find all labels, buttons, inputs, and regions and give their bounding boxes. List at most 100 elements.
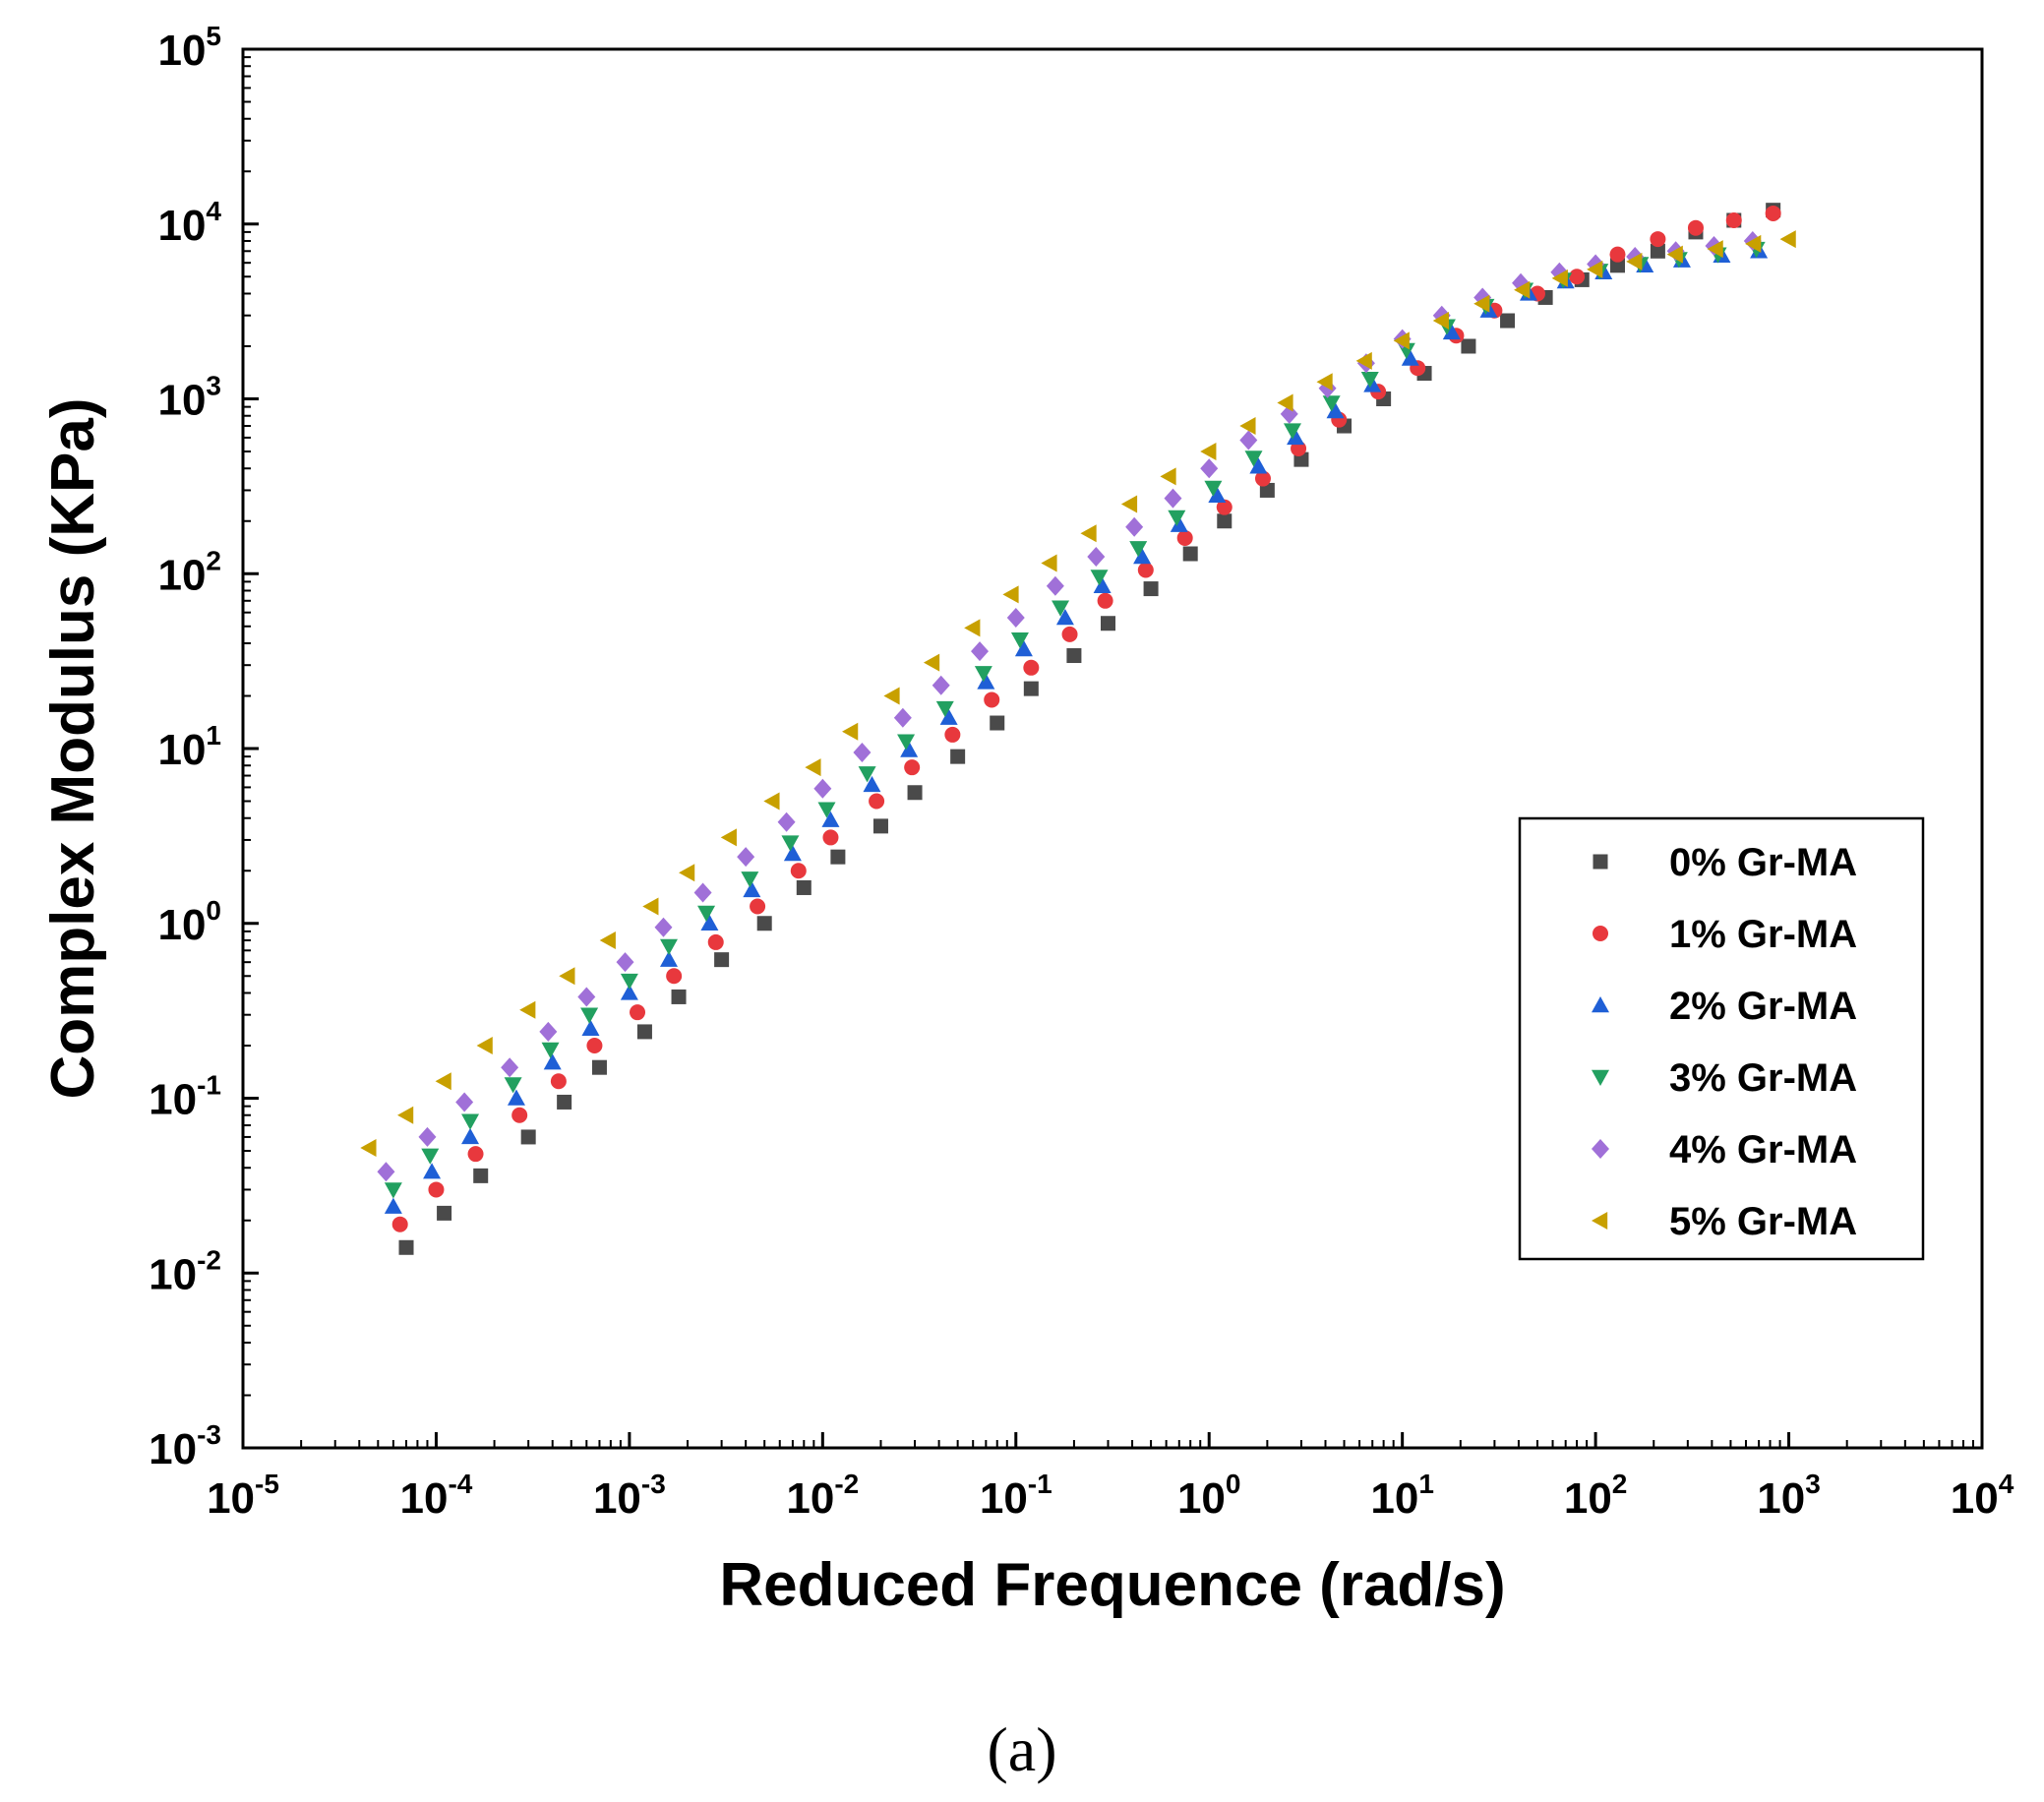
- data-point: [428, 1181, 445, 1198]
- data-point: [559, 967, 575, 986]
- data-point: [974, 666, 992, 683]
- data-point: [455, 1092, 474, 1112]
- data-point: [737, 847, 755, 868]
- y-tick-label: 102: [157, 545, 221, 599]
- data-point: [599, 931, 616, 949]
- data-point: [1066, 648, 1082, 664]
- data-point: [939, 708, 958, 725]
- data-point: [1080, 524, 1097, 543]
- data-point: [620, 973, 638, 991]
- data-point: [1687, 219, 1704, 236]
- data-point: [666, 968, 683, 985]
- data-point: [883, 687, 900, 705]
- data-point: [990, 715, 1005, 731]
- data-point: [1283, 423, 1301, 440]
- data-point: [659, 950, 678, 967]
- data-point: [1707, 240, 1723, 259]
- data-point: [1125, 516, 1144, 537]
- data-point: [763, 792, 780, 811]
- data-point: [1101, 616, 1116, 631]
- data-point: [858, 766, 876, 783]
- data-point: [869, 793, 885, 810]
- data-point: [935, 700, 954, 718]
- data-point: [1055, 609, 1074, 626]
- data-point: [679, 864, 695, 882]
- data-point: [636, 1024, 652, 1040]
- data-point: [1765, 205, 1781, 221]
- data-point: [1093, 576, 1112, 593]
- legend-label: 3% Gr-MA: [1669, 1056, 1857, 1100]
- x-axis: 10-5 10-4 10-3 10-2 10-1 100 101 102 103 104: [207, 1432, 2014, 1523]
- data-point: [1779, 230, 1796, 249]
- legend-box: [1518, 816, 1925, 1261]
- data-point: [520, 1129, 536, 1145]
- data-point: [437, 1205, 452, 1221]
- data-point: [1120, 495, 1138, 513]
- data-point: [1514, 280, 1531, 299]
- data-point: [543, 1053, 562, 1070]
- x-tick-label: 10-2: [786, 1469, 859, 1523]
- data-point: [398, 1239, 414, 1255]
- data-point: [1277, 393, 1293, 412]
- data-point: [1046, 575, 1064, 596]
- x-tick-label: 10-3: [593, 1469, 666, 1523]
- data-point: [1355, 351, 1372, 370]
- data-point: [805, 758, 821, 777]
- data-point: [1061, 626, 1078, 642]
- data-point: [397, 1106, 414, 1124]
- y-tick-label: 103: [157, 371, 221, 425]
- data-point: [1002, 585, 1019, 604]
- data-point: [1249, 457, 1268, 474]
- data-point: [1280, 403, 1298, 424]
- data-point: [1090, 570, 1109, 586]
- x-tick-label: 10-1: [980, 1469, 1052, 1523]
- data-point: [777, 811, 796, 832]
- x-tick-label: 102: [1564, 1469, 1628, 1523]
- data-point: [693, 882, 712, 903]
- data-point: [923, 653, 940, 672]
- data-point: [743, 880, 761, 898]
- data-point: [1143, 581, 1159, 597]
- data-point: [501, 1057, 519, 1078]
- y-tick-label: 101: [157, 720, 221, 774]
- data-point: [360, 1138, 377, 1157]
- data-point: [1160, 467, 1176, 486]
- data-point: [1176, 529, 1193, 546]
- data-point: [1239, 417, 1256, 436]
- data-point: [1182, 546, 1198, 562]
- data-point: [1010, 632, 1029, 649]
- data-point: [1650, 243, 1665, 259]
- y-tick-label: 10-3: [149, 1419, 221, 1473]
- data-point: [783, 845, 802, 862]
- legend-marker: [1592, 1069, 1609, 1086]
- data-point: [904, 759, 921, 776]
- x-tick-label: 101: [1370, 1469, 1434, 1523]
- data-point: [714, 952, 730, 968]
- data-point: [1254, 470, 1271, 487]
- data-point: [1170, 515, 1188, 532]
- data-point: [1326, 402, 1345, 419]
- data-point: [557, 1094, 572, 1110]
- legend-label: 0% Gr-MA: [1669, 841, 1857, 884]
- data-point: [1461, 338, 1476, 354]
- legend-marker: [1592, 996, 1609, 1013]
- data-point: [1725, 211, 1742, 228]
- data-point: [707, 933, 724, 950]
- data-point: [654, 917, 673, 937]
- data-point: [1168, 510, 1186, 526]
- data-point: [519, 1000, 536, 1019]
- data-point: [1217, 513, 1232, 529]
- legend-marker: [1592, 1139, 1609, 1159]
- data-point: [971, 641, 990, 662]
- data-point: [872, 818, 888, 834]
- data-point: [741, 871, 759, 888]
- data-point: [1650, 231, 1666, 248]
- y-tick-label: 104: [157, 196, 221, 250]
- data-point: [1401, 349, 1419, 366]
- data-point: [1432, 312, 1449, 330]
- data-point: [1023, 659, 1040, 676]
- data-point: [659, 938, 678, 955]
- data-point: [1363, 376, 1382, 392]
- data-point: [377, 1162, 395, 1182]
